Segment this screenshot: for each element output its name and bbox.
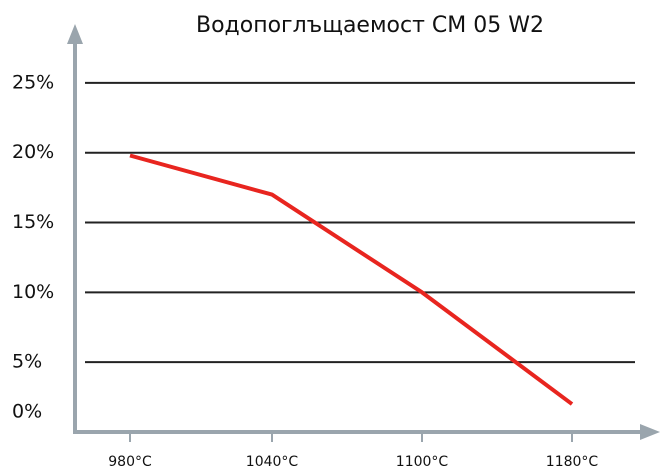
y-tick-label: 0% [12, 401, 42, 423]
x-tick-label: 980°C [108, 454, 152, 470]
x-axis-arrow [640, 424, 660, 440]
y-tick-label: 10% [12, 281, 54, 303]
y-tick-label: 15% [12, 211, 54, 233]
data-line [129, 153, 574, 406]
y-tick-label: 5% [12, 351, 42, 373]
x-tick-label: 1180°C [546, 454, 599, 470]
y-axis-arrow [67, 24, 83, 44]
x-tick-label: 1100°C [396, 454, 449, 470]
y-tick-label: 20% [12, 141, 54, 163]
y-tick-label: 25% [12, 71, 54, 93]
chart-title: Водопоглъщаемост CM 05 W2 [196, 13, 544, 38]
x-tick-label: 1040°C [246, 454, 299, 470]
